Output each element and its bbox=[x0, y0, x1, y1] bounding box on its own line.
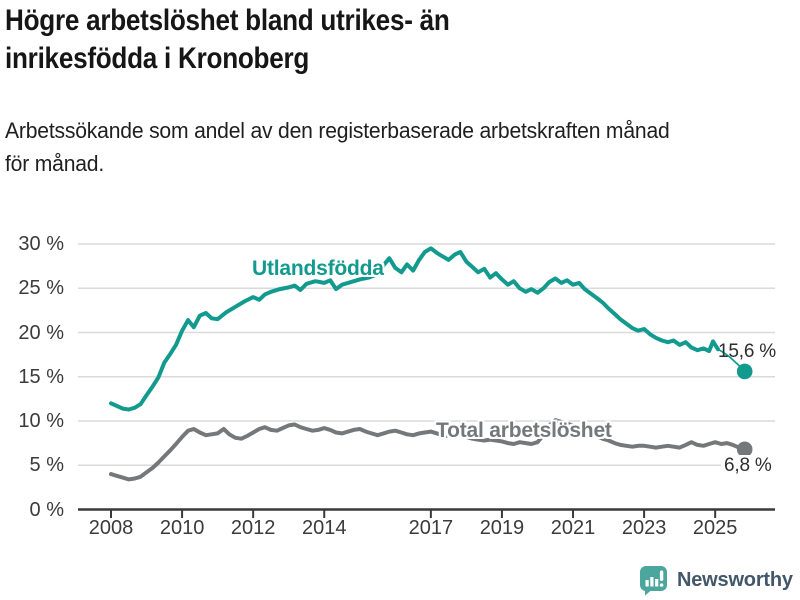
end-value-label-utlandsfodda: 15,6 % bbox=[718, 341, 776, 362]
series-label-utlandsfodda: Utlandsfödda bbox=[252, 257, 384, 280]
x-axis-tick-label: 2023 bbox=[621, 517, 667, 539]
x-axis-tick-label: 2019 bbox=[479, 517, 525, 539]
y-axis-tick-label: 10 % bbox=[18, 410, 64, 432]
y-axis-tick-label: 0 % bbox=[29, 498, 64, 521]
x-axis-tick-label: 2017 bbox=[408, 517, 454, 539]
y-axis-tick-label: 5 % bbox=[29, 454, 64, 477]
x-axis-tick-label: 2012 bbox=[230, 517, 276, 539]
page-title: Högre arbetslöshet bland utrikes- än inr… bbox=[5, 4, 450, 75]
series-end-dot-1 bbox=[736, 441, 753, 458]
y-axis-tick-label: 25 % bbox=[18, 277, 64, 300]
brand-name: Newsworthy bbox=[677, 568, 793, 591]
y-axis-tick-label: 30 % bbox=[18, 233, 64, 255]
series-label-total-arbetsloshet: Total arbetslöshet bbox=[436, 419, 612, 442]
brand-footer: Newsworthy bbox=[639, 564, 793, 596]
newsworthy-logo-icon bbox=[640, 565, 667, 595]
series-end-dot-0 bbox=[736, 363, 753, 380]
series-line-0 bbox=[109, 246, 720, 412]
y-axis-tick-label: 20 % bbox=[18, 321, 64, 344]
x-axis-tick-label: 2021 bbox=[550, 517, 596, 539]
end-value-label-total: 6,8 % bbox=[721, 455, 775, 477]
page-subtitle: Arbetssökande som andel av den registerb… bbox=[5, 118, 670, 176]
x-axis-tick-label: 2025 bbox=[692, 517, 738, 539]
x-axis-tick-label: 2014 bbox=[301, 517, 347, 539]
x-axis-tick-label: 2010 bbox=[159, 517, 205, 539]
x-axis-tick-label: 2008 bbox=[88, 517, 134, 539]
series-line-1 bbox=[109, 418, 747, 482]
y-axis-tick-label: 15 % bbox=[18, 365, 64, 388]
